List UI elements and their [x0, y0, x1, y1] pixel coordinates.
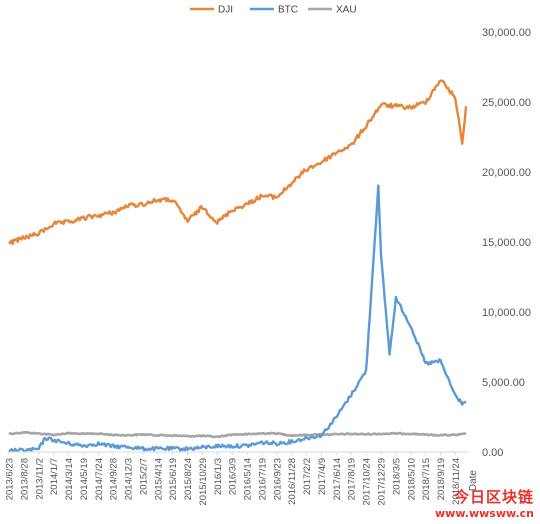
series-line-btc [8, 184, 467, 453]
x-tick-label: 2014/12/3 [124, 458, 135, 500]
x-tick-label: 2018/11/24 [451, 458, 462, 505]
legend-label-btc: BTC [278, 5, 298, 16]
series-layer [8, 79, 468, 453]
x-axis-title: Date [468, 470, 479, 492]
y-tick-label: 25,000.00 [482, 97, 531, 109]
x-tick-label: 2016/3/9 [228, 458, 239, 495]
x-tick-label: 2016/7/19 [257, 458, 268, 500]
x-tick-label: 2014/5/19 [79, 458, 90, 500]
x-tick-label: 2016/1/3 [213, 458, 224, 495]
x-tick-label: 2017/10/24 [362, 458, 373, 506]
legend-label-dji: DJI [218, 5, 233, 16]
x-tick-label: 2015/4/14 [153, 458, 164, 500]
legend-label-xau: XAU [336, 5, 357, 16]
y-tick-label: 10,000.00 [482, 307, 531, 319]
x-tick-label: 2018/5/10 [406, 458, 417, 500]
x-axis: 2013/6/23 2013/8/28 2013/11/2 2014/1/7 2014/… [5, 452, 462, 506]
x-tick-label: 2016/11/28 [287, 458, 298, 505]
x-tick-label: 2017/2/2 [302, 458, 313, 495]
x-tick-label: 2015/2/7 [138, 458, 149, 495]
x-tick-label: 2017/4/9 [317, 458, 328, 495]
x-tick-label: 2015/10/29 [198, 458, 209, 506]
x-tick-label: 2017/12/29 [377, 458, 388, 506]
watermark-title: 今日区块链 [453, 488, 534, 506]
y-tick-label: 5,000.00 [482, 377, 525, 389]
x-tick-label: 2018/3/5 [391, 458, 402, 495]
x-tick-label: 2018/7/15 [421, 458, 432, 500]
x-tick-label: 2016/9/23 [272, 458, 283, 500]
y-tick-label: 0.00 [482, 447, 503, 459]
x-tick-label: 2014/3/14 [64, 458, 75, 500]
x-tick-label: 2013/8/28 [19, 458, 30, 500]
x-tick-label: 2014/7/24 [94, 458, 105, 500]
x-tick-label: 2015/6/19 [168, 458, 179, 500]
x-tick-label: 2017/8/19 [347, 458, 358, 500]
x-tick-label: 2014/1/7 [49, 458, 60, 495]
x-tick-label: 2014/9/28 [109, 458, 120, 500]
y-axis: 0.00 5,000.00 10,000.00 15,000.00 20,000.00 2… [482, 27, 531, 459]
y-tick-label: 15,000.00 [482, 237, 531, 249]
x-tick-label: 2018/9/19 [436, 458, 447, 500]
y-tick-label: 30,000.00 [482, 27, 531, 39]
x-tick-label: 2013/11/2 [34, 458, 45, 500]
series-line-xau [8, 430, 467, 439]
x-tick-label: 2015/8/24 [183, 458, 194, 500]
x-tick-label: 2016/5/14 [243, 458, 254, 500]
watermark-url: www.wwsww.cn [435, 507, 534, 520]
x-tick-label: 2017/6/14 [332, 458, 343, 500]
x-tick-label: 2013/6/23 [5, 458, 16, 500]
y-tick-label: 20,000.00 [482, 167, 531, 179]
series-line-dji [8, 79, 468, 246]
legend: DJI BTC XAU [190, 5, 357, 16]
watermark: 今日区块链 www.wwsww.cn [435, 486, 534, 520]
